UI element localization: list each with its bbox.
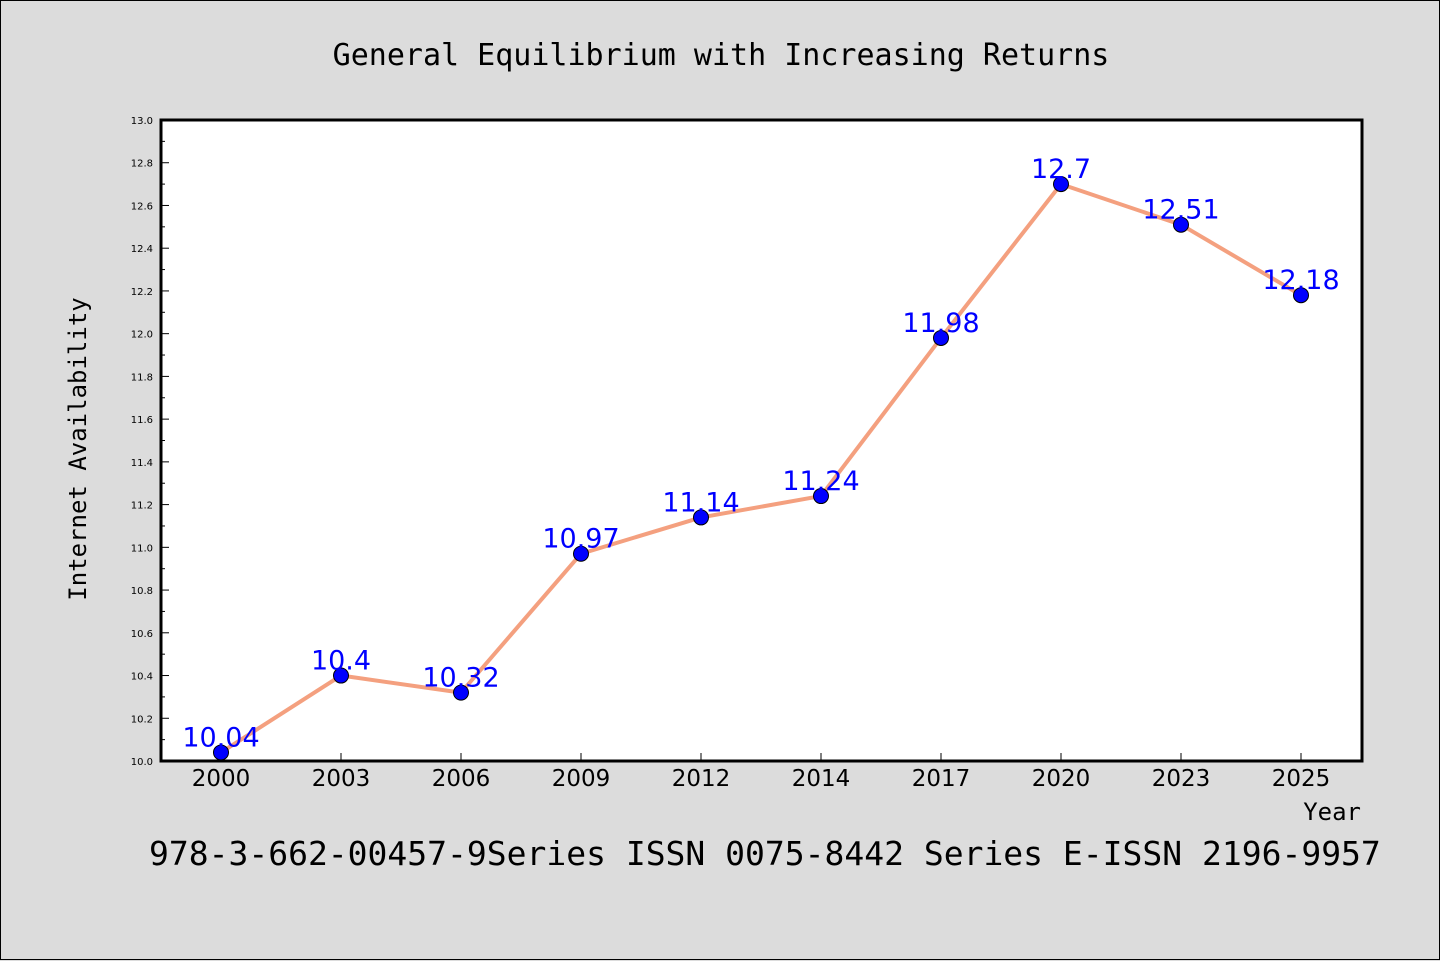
y-tick-label: 11.2 bbox=[131, 501, 153, 512]
data-point bbox=[213, 744, 229, 761]
data-point bbox=[1053, 176, 1069, 193]
data-label: 10.97 bbox=[542, 524, 619, 555]
x-tick-label: 2014 bbox=[792, 766, 851, 792]
data-point bbox=[693, 509, 709, 526]
data-point bbox=[933, 329, 949, 346]
data-label: 10.32 bbox=[422, 663, 499, 694]
data-point bbox=[1173, 216, 1189, 233]
x-axis-label: Year bbox=[1303, 798, 1361, 826]
data-point bbox=[453, 684, 469, 701]
data-point bbox=[573, 545, 589, 562]
data-point bbox=[333, 667, 349, 684]
x-tick-label: 2020 bbox=[1032, 766, 1091, 792]
data-label: 12.51 bbox=[1142, 195, 1219, 226]
series-line bbox=[219, 182, 1303, 755]
x-tick-label: 2003 bbox=[312, 766, 371, 792]
x-tick-label: 2012 bbox=[672, 766, 731, 792]
plot-area bbox=[159, 118, 1364, 763]
y-tick-label: 12.0 bbox=[131, 330, 153, 341]
footer-isbn-text: 978-3-662-00457-9Series ISSN 0075-8442 S… bbox=[149, 834, 1381, 873]
y-tick-label: 10.0 bbox=[131, 757, 153, 768]
x-tick-label: 2000 bbox=[192, 766, 251, 792]
data-label: 10.4 bbox=[311, 646, 371, 677]
series-layer: 10.04 10.4 10.32 10.97 11.14 11.24 11.98 12.7 12… bbox=[182, 154, 1340, 761]
y-tick-label: 10.8 bbox=[131, 586, 153, 597]
y-tick-label: 11.8 bbox=[131, 372, 153, 383]
y-tick-label: 12.8 bbox=[131, 159, 153, 170]
x-tick-label: 2009 bbox=[552, 766, 611, 792]
x-tick-label: 2006 bbox=[432, 766, 491, 792]
data-label: 12.18 bbox=[1262, 265, 1339, 296]
y-tick-label: 13.0 bbox=[131, 116, 153, 127]
y-axis-label: Internet Availability bbox=[64, 297, 92, 600]
x-axis: 2000 2003 2006 2009 2012 2014 2017 2020 2023 2025 bbox=[192, 753, 1331, 792]
chart-title: General Equilibrium with Increasing Retu… bbox=[333, 38, 1110, 73]
y-tick-label: 12.4 bbox=[131, 244, 153, 255]
y-tick-label: 12.2 bbox=[131, 287, 153, 298]
data-point bbox=[813, 488, 829, 505]
y-tick-label: 10.4 bbox=[131, 672, 153, 683]
data-point bbox=[1293, 287, 1309, 304]
y-tick-label: 11.4 bbox=[131, 458, 153, 469]
x-tick-label: 2017 bbox=[912, 766, 971, 792]
y-tick-label: 12.6 bbox=[131, 201, 153, 212]
data-label: 11.98 bbox=[902, 308, 979, 339]
data-label: 12.7 bbox=[1031, 154, 1091, 185]
data-label: 10.04 bbox=[182, 722, 259, 753]
data-label: 11.24 bbox=[782, 466, 859, 497]
y-tick-label: 10.6 bbox=[131, 629, 153, 640]
y-tick-label: 10.2 bbox=[131, 714, 153, 725]
x-tick-label: 2025 bbox=[1272, 766, 1331, 792]
x-tick-label: 2023 bbox=[1152, 766, 1211, 792]
y-axis: 10.0 10.2 10.4 10.6 10.8 11.0 11.2 11.4 11.6 11.8… bbox=[131, 116, 169, 768]
y-tick-label: 11.6 bbox=[131, 415, 153, 426]
y-tick-label: 11.0 bbox=[131, 543, 153, 554]
data-label: 11.14 bbox=[662, 487, 739, 518]
